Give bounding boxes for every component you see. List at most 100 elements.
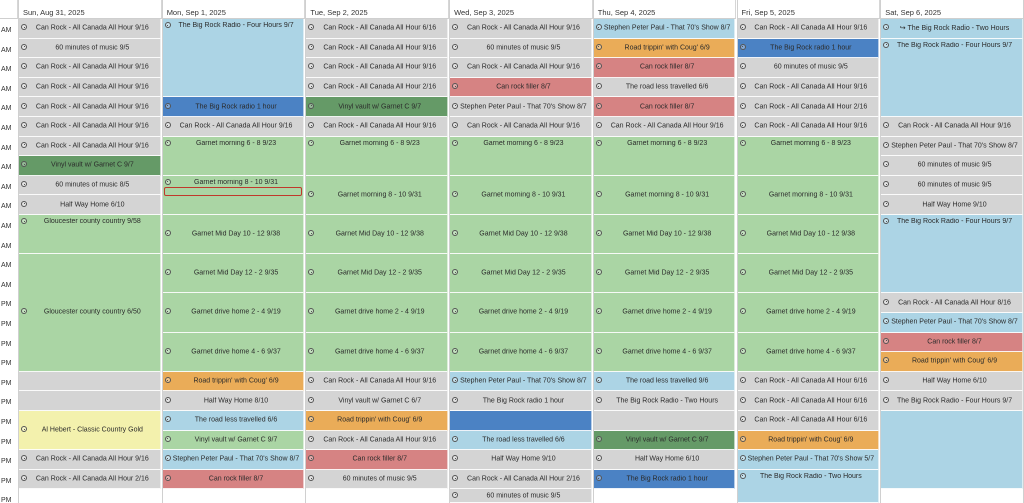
calendar-event[interactable]: Garnet morning 8 - 10 9/31 bbox=[736, 175, 880, 215]
calendar-event[interactable]: Can Rock - All Canada All Hour 9/16 bbox=[449, 117, 592, 137]
calendar-event[interactable]: Half Way Home 6/10 bbox=[592, 450, 736, 470]
day-header[interactable]: Wed, Sep 3, 2025 bbox=[449, 0, 593, 19]
calendar-event[interactable]: Garnet morning 8 - 10 9/31 bbox=[305, 175, 449, 215]
calendar-event[interactable]: Can Rock - All Canada All Hour 9/16 bbox=[592, 117, 736, 137]
calendar-event[interactable] bbox=[592, 411, 736, 431]
calendar-event[interactable]: 60 minutes of music 9/5 bbox=[880, 175, 1023, 196]
calendar-event[interactable]: 60 minutes of music 9/5 bbox=[18, 38, 161, 59]
calendar-event[interactable]: Stephen Peter Paul - That 70's Show 8/7 bbox=[880, 313, 1023, 333]
calendar-event[interactable]: The Big Rock Radio - Four Hours 9/7 bbox=[880, 215, 1023, 294]
calendar-event[interactable]: Vinyl vault w/ Garnet C 6/7 bbox=[305, 391, 449, 411]
calendar-event[interactable]: Half Way Home 6/10 bbox=[18, 195, 161, 215]
calendar-event[interactable]: The Big Rock radio 1 hour bbox=[449, 391, 592, 411]
calendar-event[interactable]: Can Rock - All Canada All Hour 9/16 bbox=[305, 430, 449, 451]
calendar-event[interactable]: Garnet Mid Day 12 - 2 9/35 bbox=[592, 254, 736, 294]
calendar-event[interactable]: Gloucester county country 6/50 bbox=[18, 254, 161, 372]
calendar-event[interactable]: Stephen Peter Paul - That 70's Show 8/7 bbox=[880, 136, 1023, 157]
calendar-event[interactable]: The Big Rock Radio - Two Hours bbox=[592, 391, 736, 411]
calendar-event[interactable]: Can Rock - All Canada All Hour 9/16 bbox=[305, 38, 449, 59]
calendar-event[interactable]: Garnet morning 8 - 10 9/31 bbox=[449, 175, 592, 215]
calendar-event[interactable]: Garnet Mid Day 10 - 12 9/38 bbox=[592, 215, 736, 255]
calendar-event[interactable]: Garnet drive home 2 - 4 9/19 bbox=[736, 293, 880, 333]
calendar-event[interactable]: Garnet Mid Day 10 - 12 9/38 bbox=[449, 215, 592, 255]
calendar-event[interactable]: Garnet drive home 2 - 4 9/19 bbox=[305, 293, 449, 333]
calendar-event[interactable]: 60 minutes of music 9/5 bbox=[449, 489, 592, 503]
day-header[interactable]: Tue, Sep 2, 2025 bbox=[305, 0, 450, 19]
calendar-event[interactable]: Can Rock - All Canada All Hour 9/16 bbox=[449, 58, 592, 78]
calendar-event[interactable]: Can Rock - All Canada All Hour 9/16 bbox=[736, 77, 880, 98]
calendar-event[interactable]: 60 minutes of music 9/5 bbox=[449, 38, 592, 59]
calendar-event[interactable]: Can Rock - All Canada All Hour 9/16 bbox=[736, 19, 880, 39]
calendar-event[interactable]: Can rock filler 8/7 bbox=[592, 58, 736, 78]
calendar-event[interactable]: Al Hebert - Classic Country Gold bbox=[18, 411, 161, 451]
calendar-event[interactable]: 60 minutes of music 9/5 bbox=[305, 469, 449, 490]
day-header[interactable]: Mon, Sep 1, 2025 bbox=[161, 0, 306, 19]
calendar-event[interactable]: Can Rock - All Canada All Hour 9/16 bbox=[305, 117, 449, 137]
calendar-event[interactable]: Can Rock - All Canada All Hour 2/16 bbox=[305, 77, 449, 98]
calendar-event[interactable]: Can rock filler 8/7 bbox=[449, 77, 592, 98]
calendar-event[interactable]: Gloucester county country 9/58 bbox=[18, 215, 161, 255]
calendar-event[interactable]: Garnet drive home 4 - 6 9/37 bbox=[736, 332, 880, 372]
calendar-event[interactable] bbox=[449, 411, 592, 431]
calendar-event[interactable]: The Big Rock Radio - Four Hours 9/7 bbox=[880, 391, 1023, 411]
calendar-event[interactable]: Garnet Mid Day 10 - 12 9/38 bbox=[736, 215, 880, 255]
calendar-event[interactable]: Can Rock - All Canada All Hour 9/16 bbox=[305, 58, 449, 78]
calendar-event[interactable]: Garnet morning 6 - 8 9/23 bbox=[449, 136, 592, 176]
calendar-event[interactable]: Can Rock - All Canada All Hour 2/16 bbox=[449, 469, 592, 490]
calendar-event[interactable]: Can Rock - All Canada All Hour 9/16 bbox=[18, 117, 161, 137]
calendar-event[interactable]: The Big Rock Radio - Four Hours 9/7 bbox=[161, 19, 305, 98]
calendar-event[interactable]: Vinyl vault w/ Garnet C 9/7 bbox=[592, 430, 736, 451]
calendar-event[interactable]: Can rock filler 8/7 bbox=[592, 97, 736, 117]
calendar-event[interactable]: Vinyl vault w/ Garnet C 9/7 bbox=[18, 156, 161, 176]
day-header[interactable]: Thu, Sep 4, 2025 bbox=[592, 0, 737, 19]
calendar-event[interactable]: Road trippin' with Coug' 6/9 bbox=[736, 430, 880, 451]
calendar-event[interactable]: Garnet Mid Day 12 - 2 9/35 bbox=[736, 254, 880, 294]
selected-slot[interactable] bbox=[163, 186, 303, 196]
calendar-event[interactable]: Can Rock - All Canada All Hour 9/16 bbox=[18, 58, 161, 78]
calendar-event[interactable]: Can rock filler 8/7 bbox=[161, 469, 305, 490]
calendar-event[interactable] bbox=[18, 391, 161, 411]
calendar-event[interactable]: Can Rock - All Canada All Hour 6/16 bbox=[736, 411, 880, 431]
calendar-event[interactable]: Stephen Peter Paul - That 70's Show 8/7 bbox=[592, 19, 736, 39]
calendar-event[interactable]: Garnet drive home 2 - 4 9/19 bbox=[449, 293, 592, 333]
calendar-event[interactable]: 60 minutes of music 9/5 bbox=[736, 58, 880, 78]
calendar-event[interactable]: Can Rock - All Canada All Hour 9/16 bbox=[18, 450, 161, 470]
calendar-event[interactable] bbox=[880, 411, 1023, 490]
calendar-event[interactable]: Garnet morning 6 - 8 9/23 bbox=[592, 136, 736, 176]
day-header[interactable]: Fri, Sep 5, 2025 bbox=[736, 0, 881, 19]
calendar-event[interactable]: Stephen Peter Paul - That 70's Show 8/7 bbox=[161, 450, 305, 470]
calendar-event[interactable]: Road trippin' with Coug' 6/9 bbox=[880, 352, 1023, 372]
calendar-event[interactable]: The Big Rock Radio - Four Hours 9/7 bbox=[880, 38, 1023, 117]
calendar-event[interactable]: The Big Rock Radio - Two Hours bbox=[736, 469, 880, 503]
calendar-event[interactable]: Can Rock - All Canada All Hour 9/16 bbox=[18, 19, 161, 39]
calendar-event[interactable]: Can Rock - All Canada All Hour 9/16 bbox=[18, 77, 161, 98]
calendar-event[interactable]: Can Rock - All Canada All Hour 9/16 bbox=[736, 117, 880, 137]
calendar-event[interactable]: Can Rock - All Canada All Hour 2/16 bbox=[736, 97, 880, 117]
calendar-event[interactable]: The road less travelled 6/6 bbox=[161, 411, 305, 431]
calendar-event[interactable]: The road less travelled 9/6 bbox=[592, 371, 736, 392]
calendar-event[interactable]: Can Rock - All Canada All Hour 6/16 bbox=[736, 391, 880, 411]
day-header[interactable]: Sun, Aug 31, 2025 bbox=[18, 0, 162, 19]
calendar-event[interactable]: Garnet drive home 2 - 4 9/19 bbox=[161, 293, 305, 333]
calendar-event[interactable]: 60 minutes of music 8/5 bbox=[18, 175, 161, 196]
calendar-event[interactable]: Half Way Home 6/10 bbox=[880, 371, 1023, 392]
calendar-event[interactable]: Can Rock - All Canada All Hour 6/16 bbox=[736, 371, 880, 392]
calendar-event[interactable]: The road less travelled 6/6 bbox=[449, 430, 592, 451]
calendar-event[interactable]: Can Rock - All Canada All Hour 9/16 bbox=[449, 19, 592, 39]
calendar-event[interactable]: Can Rock - All Canada All Hour 8/16 bbox=[880, 293, 1023, 313]
calendar-event[interactable]: Road trippin' with Coug' 6/9 bbox=[305, 411, 449, 431]
calendar-event[interactable]: Garnet Mid Day 10 - 12 9/38 bbox=[161, 215, 305, 255]
calendar-event[interactable]: Can rock filler 8/7 bbox=[880, 332, 1023, 353]
calendar-event[interactable]: Garnet drive home 2 - 4 9/19 bbox=[592, 293, 736, 333]
calendar-event[interactable] bbox=[18, 371, 161, 392]
calendar-event[interactable]: Garnet drive home 4 - 6 9/37 bbox=[161, 332, 305, 372]
calendar-event[interactable]: Can rock filler 8/7 bbox=[305, 450, 449, 470]
calendar-event[interactable]: Road trippin' with Coug' 6/9 bbox=[161, 371, 305, 392]
calendar-event[interactable]: Garnet Mid Day 10 - 12 9/38 bbox=[305, 215, 449, 255]
calendar-event[interactable]: Can Rock - All Canada All Hour 2/16 bbox=[18, 469, 161, 490]
calendar-event[interactable]: Can Rock - All Canada All Hour 9/16 bbox=[880, 117, 1023, 137]
day-header[interactable]: Sat, Sep 6, 2025 bbox=[880, 0, 1024, 19]
calendar-event[interactable]: Half Way Home 9/10 bbox=[880, 195, 1023, 215]
calendar-event[interactable]: Can Rock - All Canada All Hour 9/16 bbox=[18, 136, 161, 157]
calendar-event[interactable]: 60 minutes of music 9/5 bbox=[880, 156, 1023, 176]
